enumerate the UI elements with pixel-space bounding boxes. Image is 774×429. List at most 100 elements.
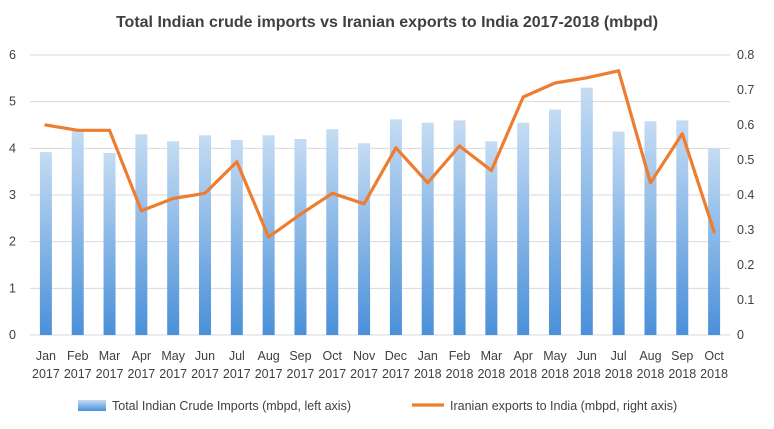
x-tick-month: May <box>161 349 185 363</box>
x-tick-month: Nov <box>353 349 376 363</box>
x-tick-year: 2017 <box>223 367 251 381</box>
line-point <box>139 209 143 213</box>
bar <box>326 129 339 335</box>
x-tick-month: Oct <box>323 349 343 363</box>
x-tick-year: 2018 <box>541 367 569 381</box>
x-tick-year: 2018 <box>477 367 505 381</box>
line-point <box>298 212 302 216</box>
x-tick-year: 2017 <box>191 367 219 381</box>
bar <box>135 134 148 335</box>
bar <box>421 122 434 336</box>
bar <box>230 139 243 335</box>
legend-label-line: Iranian exports to India (mbpd, right ax… <box>450 399 677 413</box>
x-tick-month: Dec <box>385 349 407 363</box>
x-tick-year: 2017 <box>159 367 187 381</box>
x-axis: Jan 2017 Feb 2017 Mar 2017 Apr 2017 May 2017 Jun 20… <box>32 349 728 381</box>
bar <box>71 130 84 335</box>
x-tick-month: Feb <box>449 349 471 363</box>
x-tick-month: Oct <box>704 349 724 363</box>
x-tick-month: Sep <box>671 349 693 363</box>
line-point <box>203 191 207 195</box>
right-axis-tick-label: 0.1 <box>737 293 754 307</box>
line-series-path <box>44 69 716 239</box>
x-tick-month: Jun <box>577 349 597 363</box>
left-axis: 0 1 2 3 4 5 6 <box>9 48 16 342</box>
x-tick-year: 2017 <box>318 367 346 381</box>
line-point <box>585 76 589 80</box>
x-tick-month: Aug <box>258 349 280 363</box>
bar <box>517 122 530 336</box>
line-point <box>108 128 112 132</box>
x-tick-month: Feb <box>67 349 89 363</box>
bar-series <box>39 87 721 336</box>
x-tick-month: Mar <box>481 349 503 363</box>
right-axis-tick-label: 0.2 <box>737 258 754 272</box>
bar <box>549 109 561 335</box>
x-tick-year: 2017 <box>350 367 378 381</box>
x-tick-year: 2017 <box>64 367 92 381</box>
bar <box>644 121 657 336</box>
bar <box>103 153 116 335</box>
x-tick-year: 2018 <box>605 367 633 381</box>
bar <box>358 143 371 335</box>
x-tick-year: 2018 <box>446 367 474 381</box>
line-point <box>712 230 716 234</box>
line-point <box>458 144 462 148</box>
bar <box>453 120 466 335</box>
bar <box>167 141 180 335</box>
line-point <box>521 95 525 99</box>
line-point <box>362 202 366 206</box>
x-tick-month: Jan <box>36 349 56 363</box>
x-tick-month: Jan <box>418 349 438 363</box>
x-tick-year: 2018 <box>668 367 696 381</box>
right-axis-tick-label: 0.8 <box>737 48 754 62</box>
legend-label-bar: Total Indian Crude Imports (mbpd, left a… <box>112 399 351 413</box>
x-tick-year: 2018 <box>637 367 665 381</box>
bar <box>612 131 625 335</box>
x-tick-year: 2018 <box>414 367 442 381</box>
line-point <box>235 160 239 164</box>
x-tick-year: 2017 <box>96 367 124 381</box>
bar <box>294 139 307 335</box>
x-tick-year: 2017 <box>382 367 410 381</box>
left-axis-tick-label: 0 <box>9 328 16 342</box>
x-tick-month: Aug <box>639 349 661 363</box>
x-tick-month: Sep <box>289 349 311 363</box>
line-point <box>171 197 175 200</box>
bar <box>708 148 721 335</box>
x-tick-month: May <box>543 349 567 363</box>
x-tick-month: Jul <box>611 349 627 363</box>
legend: Total Indian Crude Imports (mbpd, left a… <box>78 399 677 413</box>
legend-swatch-bar <box>78 400 106 411</box>
x-tick-year: 2017 <box>287 367 315 381</box>
left-axis-tick-label: 2 <box>9 235 16 249</box>
left-axis-tick-label: 5 <box>9 95 16 109</box>
left-axis-tick-label: 3 <box>9 188 16 202</box>
bar <box>389 119 402 336</box>
left-axis-tick-label: 1 <box>9 281 16 295</box>
right-axis-tick-label: 0 <box>737 328 744 342</box>
x-tick-month: Jun <box>195 349 215 363</box>
x-tick-year: 2018 <box>573 367 601 381</box>
right-axis-tick-label: 0.7 <box>737 83 754 97</box>
line-point <box>617 69 621 73</box>
x-tick-year: 2018 <box>700 367 728 381</box>
bar <box>676 120 689 335</box>
chart-title: Total Indian crude imports vs Iranian ex… <box>116 14 658 31</box>
line-point <box>394 146 398 150</box>
line-series <box>44 69 716 239</box>
line-point <box>330 191 334 195</box>
bar <box>580 87 593 336</box>
right-axis-tick-label: 0.6 <box>737 118 754 132</box>
x-tick-year: 2017 <box>255 367 283 381</box>
right-axis-tick-label: 0.3 <box>737 223 754 237</box>
line-point <box>489 169 493 172</box>
bar <box>39 152 52 335</box>
x-tick-year: 2018 <box>509 367 537 381</box>
line-point <box>267 235 271 239</box>
x-tick-year: 2017 <box>32 367 60 381</box>
left-axis-tick-label: 6 <box>9 48 16 62</box>
x-tick-year: 2017 <box>127 367 155 381</box>
right-axis-tick-label: 0.5 <box>737 153 754 167</box>
